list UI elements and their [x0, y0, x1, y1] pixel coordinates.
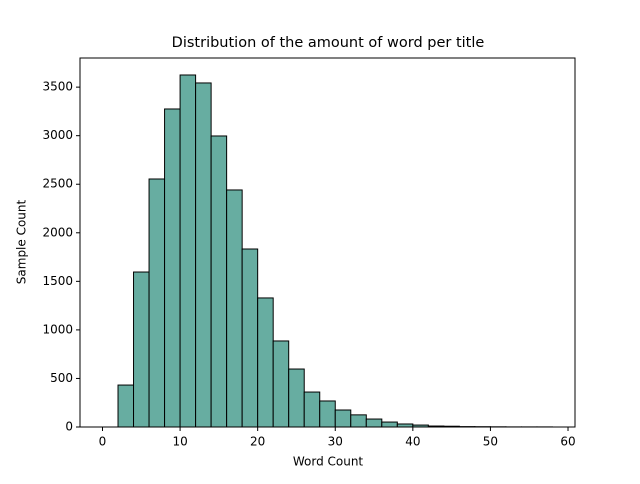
bar [320, 401, 336, 427]
x-tick-label: 0 [99, 435, 107, 449]
y-axis-label: Sample Count [15, 199, 29, 284]
bar [165, 109, 181, 427]
y-tick-label: 0 [65, 420, 73, 434]
x-tick-label: 40 [405, 435, 420, 449]
x-tick-label: 50 [483, 435, 498, 449]
x-tick-label: 10 [172, 435, 187, 449]
x-tick-label: 30 [328, 435, 343, 449]
bar [258, 298, 274, 427]
bar [196, 83, 212, 427]
y-tick-label: 2500 [42, 177, 73, 191]
bar [351, 415, 367, 427]
chart-title: Distribution of the amount of word per t… [172, 35, 485, 51]
bar [273, 341, 289, 427]
y-tick-label: 3500 [42, 80, 73, 94]
bar [242, 249, 258, 427]
x-tick-label: 20 [250, 435, 265, 449]
bar [366, 419, 382, 427]
y-tick-label: 1500 [42, 274, 73, 288]
bar [149, 179, 165, 427]
bar [335, 410, 351, 427]
y-tick-label: 3000 [42, 128, 73, 142]
x-tick-label: 60 [560, 435, 575, 449]
bar [382, 422, 398, 427]
y-tick-label: 1000 [42, 322, 73, 336]
x-axis-label: Word Count [293, 455, 364, 469]
bar [227, 190, 243, 427]
bar [304, 392, 320, 427]
bar [118, 385, 134, 427]
bar [211, 136, 227, 427]
bar [289, 369, 305, 427]
y-tick-label: 500 [50, 371, 73, 385]
bar [134, 272, 150, 427]
y-tick-label: 2000 [42, 225, 73, 239]
bar [180, 75, 196, 427]
